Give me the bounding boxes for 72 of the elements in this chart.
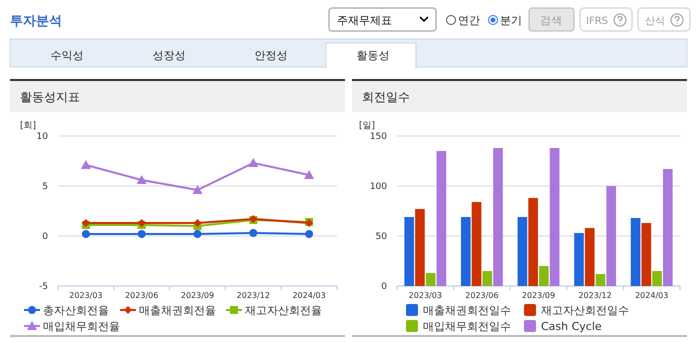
y-tick-label: -5 (39, 282, 48, 292)
x-tick-label: 2023/03 (69, 291, 103, 300)
point (249, 229, 258, 237)
text: 검색 (540, 14, 562, 27)
bar (652, 271, 662, 286)
bar (528, 198, 538, 286)
x-tick-label: 2024/03 (635, 291, 668, 300)
bar (472, 202, 482, 286)
y-tick-label: 150 (370, 132, 388, 142)
x-tick-label: 2023/09 (522, 291, 556, 300)
legend-label: 총자산회전율 (43, 304, 109, 317)
y-axis-title: [일] (359, 121, 376, 131)
point (248, 158, 258, 167)
bar (539, 266, 549, 286)
y-tick-label: 0 (381, 282, 388, 292)
point (138, 230, 146, 238)
legend-label: 매입채무회전율 (43, 320, 120, 333)
point (192, 185, 202, 194)
text: 안정성 (254, 49, 288, 62)
bar (550, 148, 560, 286)
point (304, 170, 314, 179)
bar (415, 209, 425, 286)
y-tick-label: 100 (370, 182, 388, 192)
x-tick-label: 2023/06 (125, 291, 158, 300)
legend-label: 매출채권회전일수 (423, 304, 511, 317)
legend-label: 매입채무회전일수 (423, 320, 511, 333)
bar (630, 218, 640, 286)
bar (584, 228, 595, 286)
legend-label: 재고자산회전일수 (541, 304, 629, 317)
text: 성장성 (152, 49, 186, 62)
bar (436, 151, 446, 286)
bar (460, 217, 471, 286)
point (80, 160, 91, 169)
text: 분기 (500, 14, 522, 27)
chart-title: 회전일수 (362, 90, 410, 104)
bar (426, 273, 436, 286)
bar (596, 274, 606, 286)
y-tick-label: 0 (42, 232, 48, 242)
bar (404, 217, 414, 286)
legend-label: 매출채권회전율 (139, 304, 216, 317)
x-tick-label: 2023/12 (578, 291, 612, 300)
x-tick-label: 2023/12 (236, 291, 270, 300)
point (194, 230, 202, 238)
text: 산식 (645, 16, 665, 27)
x-tick-label: 2023/06 (465, 291, 499, 300)
bar (518, 217, 528, 286)
y-axis-title: [회] (20, 121, 36, 131)
x-tick-label: 2023/09 (180, 291, 214, 300)
point (194, 219, 202, 227)
chart-title: 활동성지표 (20, 90, 80, 104)
text: 활동성 (356, 49, 390, 62)
bar (574, 233, 584, 286)
bar (482, 271, 492, 286)
text: 수익성 (50, 49, 84, 62)
point (305, 230, 314, 238)
text: 연간 (458, 14, 480, 27)
point (82, 230, 90, 238)
bar (606, 186, 616, 286)
bar (493, 148, 503, 286)
y-tick-label: 10 (36, 132, 48, 142)
bar (662, 169, 673, 286)
legend-label: 재고자산회전율 (245, 304, 322, 317)
y-tick-label: 5 (42, 182, 48, 192)
point (136, 175, 147, 184)
text: IFRS (586, 16, 608, 27)
x-tick-label: 2024/03 (292, 291, 326, 300)
y-tick-label: 50 (376, 232, 388, 242)
x-tick-label: 2023/03 (408, 291, 442, 300)
text: 투자분석 (10, 14, 62, 29)
legend-label: Cash Cycle (541, 320, 602, 333)
text: 주재무제표 (337, 14, 392, 27)
bar (641, 223, 652, 286)
